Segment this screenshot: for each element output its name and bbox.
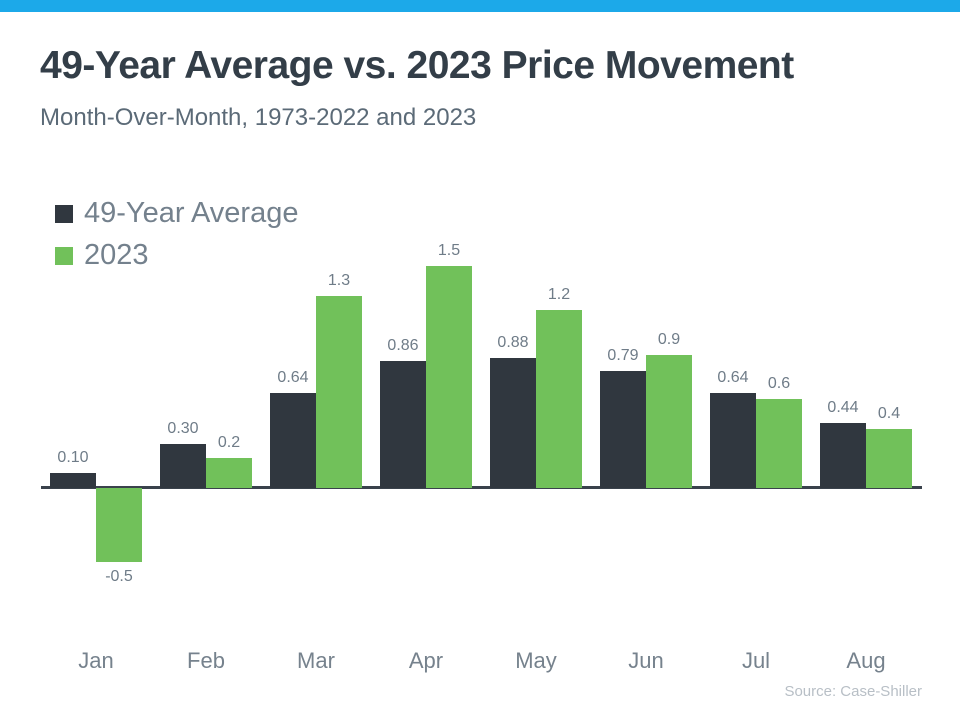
value-label-avg-jan: 0.10 <box>57 449 89 466</box>
legend-swatch-average <box>55 204 73 223</box>
value-label-avg-may: 0.88 <box>497 334 529 351</box>
value-label-2023-jul: 0.6 <box>767 375 791 392</box>
chart-subtitle: Month-Over-Month, 1973-2022 and 2023 <box>40 104 477 131</box>
bar-avg-feb <box>160 444 206 488</box>
source-credit: Source: Case-Shiller <box>784 683 922 700</box>
value-label-avg-apr: 0.86 <box>387 337 419 354</box>
bar-2023-apr <box>426 266 472 488</box>
accent-bar <box>0 0 960 12</box>
month-label-jan: Jan <box>78 648 114 673</box>
bar-2023-feb <box>206 458 252 488</box>
value-label-avg-mar: 0.64 <box>277 369 309 386</box>
legend-swatch-2023 <box>55 246 73 265</box>
bar-2023-jan <box>96 488 142 562</box>
value-label-2023-jan: -0.5 <box>105 568 133 585</box>
bar-2023-aug <box>866 429 912 488</box>
value-label-2023-apr: 1.5 <box>437 242 461 259</box>
month-label-mar: Mar <box>297 648 335 673</box>
bar-avg-apr <box>380 361 426 488</box>
bar-2023-may <box>536 310 582 488</box>
value-label-avg-feb: 0.30 <box>167 420 199 437</box>
legend-item-2023: 2023 <box>55 241 298 270</box>
bar-avg-jul <box>710 393 756 488</box>
bar-2023-mar <box>316 296 362 488</box>
value-label-2023-aug: 0.4 <box>877 405 901 422</box>
month-label-jul: Jul <box>741 648 771 673</box>
value-label-2023-mar: 1.3 <box>327 272 351 289</box>
month-label-feb: Feb <box>187 648 225 673</box>
bar-2023-jun <box>646 355 692 488</box>
month-label-aug: Aug <box>846 648 886 673</box>
month-label-jun: Jun <box>628 648 664 673</box>
bar-avg-jan <box>50 473 96 488</box>
bar-avg-mar <box>270 393 316 488</box>
bar-avg-aug <box>820 423 866 488</box>
month-label-may: May <box>515 648 557 673</box>
value-label-2023-jun: 0.9 <box>657 331 681 348</box>
value-label-avg-jul: 0.64 <box>717 369 749 386</box>
bar-avg-may <box>490 358 536 488</box>
bar-avg-jun <box>600 371 646 488</box>
month-label-apr: Apr <box>408 648 444 673</box>
value-label-2023-may: 1.2 <box>547 286 571 303</box>
chart-title: 49-Year Average vs. 2023 Price Movement <box>40 44 794 87</box>
bar-2023-jul <box>756 399 802 488</box>
x-axis-line <box>41 486 922 489</box>
legend-label-2023: 2023 <box>84 239 149 271</box>
value-label-avg-jun: 0.79 <box>607 347 639 364</box>
value-label-2023-feb: 0.2 <box>217 434 241 451</box>
legend-label-average: 49-Year Average <box>84 197 299 229</box>
legend: 49-Year Average 2023 <box>55 199 298 270</box>
legend-item-average: 49-Year Average <box>55 199 298 228</box>
value-label-avg-aug: 0.44 <box>827 399 859 416</box>
